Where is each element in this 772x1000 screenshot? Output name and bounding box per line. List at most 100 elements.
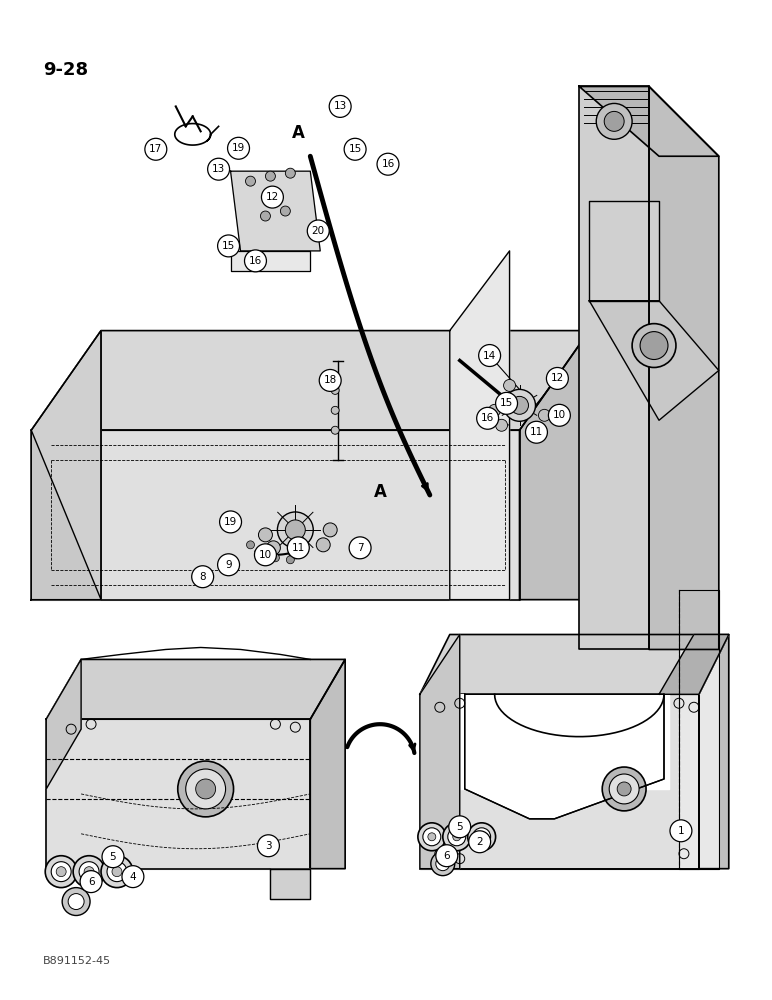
Text: 9-28: 9-28 [43,61,88,79]
Circle shape [286,556,294,564]
Circle shape [79,862,99,882]
Circle shape [443,823,471,851]
Circle shape [191,566,214,588]
Circle shape [632,324,676,367]
Circle shape [448,828,466,846]
Polygon shape [465,694,664,819]
Circle shape [218,235,239,257]
Circle shape [307,220,329,242]
Circle shape [538,409,550,421]
Circle shape [449,816,471,838]
Circle shape [436,857,450,871]
Circle shape [289,545,303,559]
Polygon shape [46,719,310,869]
Circle shape [670,820,692,842]
Circle shape [349,537,371,559]
Circle shape [102,846,124,868]
Text: 16: 16 [249,256,262,266]
Circle shape [68,894,84,910]
Text: 5: 5 [110,852,117,862]
Circle shape [602,767,646,811]
Text: A: A [292,124,305,142]
Polygon shape [310,659,345,869]
Text: A: A [374,483,387,501]
Text: 16: 16 [381,159,394,169]
Text: B891152-45: B891152-45 [43,956,111,966]
Polygon shape [46,659,345,719]
Circle shape [258,835,279,857]
Polygon shape [679,590,719,869]
Circle shape [178,761,234,817]
Circle shape [266,541,280,555]
Circle shape [344,138,366,160]
Circle shape [107,862,127,882]
Circle shape [286,520,305,540]
Polygon shape [32,430,520,600]
Circle shape [423,828,441,846]
Circle shape [503,389,536,421]
Circle shape [245,250,266,272]
Circle shape [186,769,225,809]
Circle shape [472,828,491,846]
Circle shape [195,779,215,799]
Circle shape [418,823,445,851]
Polygon shape [589,301,719,420]
Polygon shape [659,635,729,694]
Circle shape [468,823,496,851]
Circle shape [436,845,458,867]
Text: 9: 9 [225,560,232,570]
Circle shape [452,833,461,841]
Circle shape [431,852,455,876]
Circle shape [323,523,337,537]
Circle shape [245,176,256,186]
Text: 11: 11 [530,427,543,437]
Polygon shape [32,331,101,600]
Circle shape [73,856,105,888]
Text: 15: 15 [348,144,362,154]
Circle shape [260,211,270,221]
Circle shape [219,511,242,533]
Polygon shape [231,251,310,271]
Circle shape [331,406,339,414]
Text: 15: 15 [222,241,235,251]
Circle shape [496,419,507,431]
Circle shape [548,404,571,426]
Circle shape [479,345,500,366]
Text: 17: 17 [149,144,162,154]
Polygon shape [420,694,699,869]
Text: 1: 1 [678,826,684,836]
Circle shape [329,95,351,117]
Text: 18: 18 [323,375,337,385]
Polygon shape [420,635,460,869]
Text: 19: 19 [232,143,245,153]
Circle shape [377,153,399,175]
Circle shape [272,554,279,562]
Circle shape [112,867,122,877]
Circle shape [604,111,624,131]
Circle shape [503,379,516,391]
Text: 4: 4 [130,872,136,882]
Circle shape [63,888,90,915]
Text: 12: 12 [266,192,279,202]
Text: 8: 8 [199,572,206,582]
Circle shape [496,392,517,414]
Circle shape [277,512,313,548]
Circle shape [617,782,631,796]
Polygon shape [579,86,719,156]
Circle shape [510,396,529,414]
Circle shape [428,833,436,841]
Circle shape [476,407,499,429]
Text: 11: 11 [292,543,305,553]
Circle shape [317,538,330,552]
Text: 13: 13 [334,101,347,111]
Circle shape [280,206,290,216]
Circle shape [246,541,255,549]
Text: 2: 2 [476,837,483,847]
Polygon shape [46,659,81,789]
Circle shape [266,171,276,181]
Circle shape [80,871,102,893]
Polygon shape [32,331,101,600]
Text: 20: 20 [312,226,325,236]
Circle shape [122,866,144,888]
Text: 3: 3 [265,841,272,851]
